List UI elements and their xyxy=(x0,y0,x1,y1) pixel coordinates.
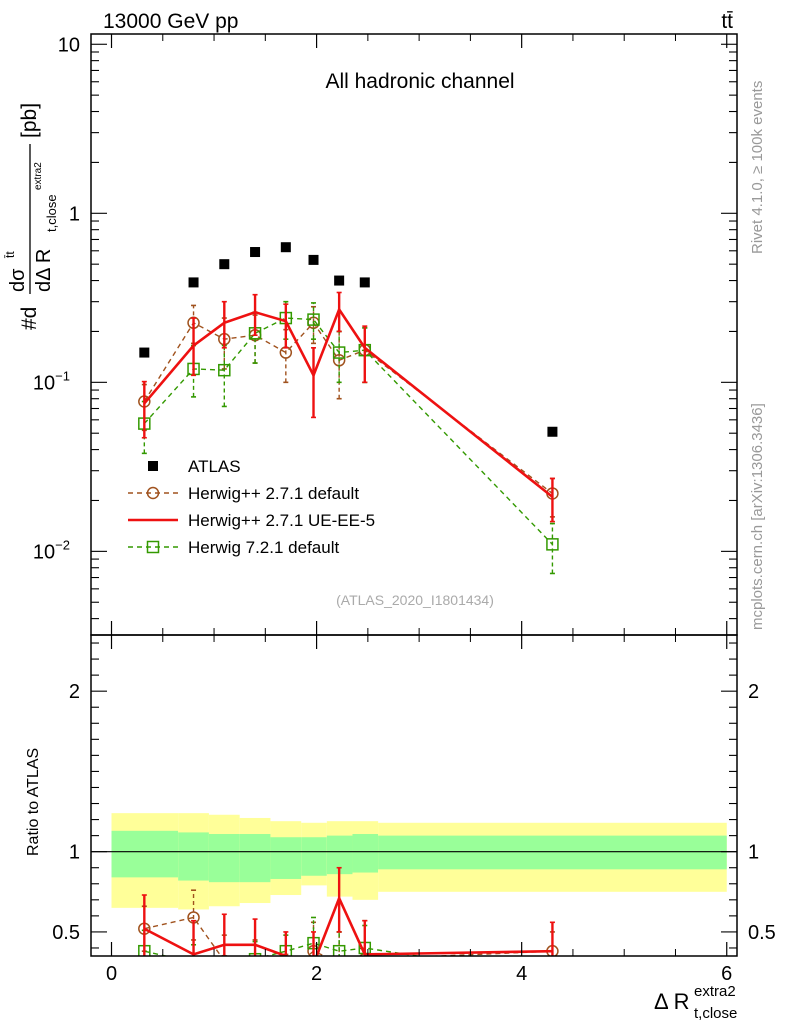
y-label-denominator: dΔ R xyxy=(33,249,55,292)
process-label: tt̄ xyxy=(721,10,733,33)
main-herwig-7-2-1-default-line xyxy=(143,317,553,545)
mcplots-reference-label: mcplots.cern.ch [arXiv:1306.3436] xyxy=(749,403,766,630)
legend-entry-label: Herwig++ 2.7.1 UE-EE-5 xyxy=(188,511,375,530)
y-label-numerator: dσ xyxy=(7,268,29,292)
x-label-subscript: t,close xyxy=(694,1005,737,1022)
x-tick-label: 0 xyxy=(106,963,117,985)
chart-title: All hadronic channel xyxy=(325,70,514,93)
band-inner-segment xyxy=(178,832,209,881)
band-inner-segment xyxy=(111,830,179,878)
ratio-herwig-7-2-1-default-marker xyxy=(219,968,230,979)
legend-marker-swatch xyxy=(146,540,160,554)
ratio-uncertainty-bands xyxy=(111,813,727,910)
ratio-herwig-7-2-1-default-marker xyxy=(547,971,558,982)
ratio-herwig-2-7-1-default-marker xyxy=(250,959,261,970)
y-label-unit: [pb] xyxy=(18,103,41,138)
legend-atlas-marker xyxy=(148,461,158,471)
x-tick-label: 6 xyxy=(721,963,732,985)
band-inner-segment xyxy=(352,834,379,873)
rivet-version-label: Rivet 4.1.0, ≥ 100k events xyxy=(749,81,766,254)
analysis-tag: (ATLAS_2020_I1801434) xyxy=(336,592,494,608)
x-label-superscript: extra2 xyxy=(694,983,736,1000)
ratio-herwig-2-7-1-default-marker xyxy=(280,968,291,979)
main-atlas-point xyxy=(250,247,261,258)
ratio-y-tick-label-right: 1 xyxy=(748,842,759,864)
x-tick-label: 2 xyxy=(311,963,322,985)
main-herwig-7-2-1-default-marker xyxy=(546,538,559,551)
ratio-herwig-2-7-1-default-marker xyxy=(334,957,345,968)
ratio-herwig-2-7-1-default-marker xyxy=(220,954,229,956)
ratio-y-tick-label-right: 2 xyxy=(748,681,759,703)
band-inner-segment xyxy=(301,837,327,876)
legend-entry-label: Herwig 7.2.1 default xyxy=(188,538,339,557)
main-atlas-point xyxy=(139,347,150,358)
ratio-y-tick-label: 0.5 xyxy=(52,922,80,944)
ratio-herwig-7-2-1-default-marker xyxy=(332,944,346,956)
y-tick-label: 1 xyxy=(69,203,80,225)
legend: ATLAS Herwig++ 2.7.1 default Herwig++ 2.7.… xyxy=(128,457,375,557)
band-inner-segment xyxy=(378,835,727,870)
ratio-herwig-2-7-1-ue-ee-5-line xyxy=(143,894,553,956)
y-label-prefix: #d xyxy=(18,307,41,330)
y-tick-label: 10 xyxy=(58,34,80,56)
ratio-panel-data xyxy=(138,866,559,982)
axis-ticks: 0 2 4 6 10 1 10−1 10−2 0.5 0.5 1 1 2 2 xyxy=(33,34,776,985)
ratio-herwig-7-2-1-default-marker xyxy=(188,957,199,968)
ratio-y-tick-label: 2 xyxy=(69,681,80,703)
x-tick-label: 4 xyxy=(516,963,527,985)
main-herwig-7-2-1-default-marker xyxy=(307,313,320,326)
ratio-y-tick-label: 1 xyxy=(69,842,80,864)
main-herwig-7-2-1-default-marker xyxy=(218,363,231,377)
y-label-numerator-sup: t̄t xyxy=(3,251,17,259)
band-inner-segment xyxy=(239,834,271,883)
main-atlas-point xyxy=(359,277,370,288)
legend-entry-label: Herwig++ 2.7.1 default xyxy=(188,484,359,503)
ratio-herwig-7-2-1-default-line xyxy=(144,942,422,956)
main-y-axis-label: #d dσ t̄t dΔ R t,close extra2 [pb] xyxy=(3,103,59,330)
legend-marker-swatch xyxy=(146,486,160,500)
y-label-denominator-sup: extra2 xyxy=(33,162,44,190)
ratio-herwig-2-7-1-default-line xyxy=(144,916,553,956)
ratio-y-axis-label: Ratio to ATLAS xyxy=(25,748,42,856)
ratio-y-tick-label-right: 0.5 xyxy=(748,922,776,944)
ratio-panel-frame xyxy=(90,634,738,957)
main-atlas-point xyxy=(547,426,558,437)
main-atlas-point xyxy=(334,275,345,286)
main-atlas-point xyxy=(219,259,230,270)
y-label-denominator-sub: t,close xyxy=(44,194,59,232)
legend-entry-label: ATLAS xyxy=(188,457,241,476)
x-axis-label: Δ R extra2 t,close xyxy=(654,983,737,1022)
band-inner-segment xyxy=(208,834,240,883)
main-herwig-2-7-1-default-line xyxy=(143,321,553,495)
main-herwig-7-2-1-default-marker xyxy=(332,346,346,359)
y-tick-label: 10−2 xyxy=(33,537,70,563)
main-atlas-point xyxy=(280,242,291,253)
collision-energy-label: 13000 GeV pp xyxy=(103,10,238,33)
main-atlas-point xyxy=(188,277,199,288)
band-inner-segment xyxy=(270,837,302,879)
x-label-base: Δ R xyxy=(654,989,689,1014)
y-tick-label: 10−1 xyxy=(33,368,70,394)
main-panel-data xyxy=(138,242,559,575)
main-atlas-point xyxy=(308,254,319,265)
